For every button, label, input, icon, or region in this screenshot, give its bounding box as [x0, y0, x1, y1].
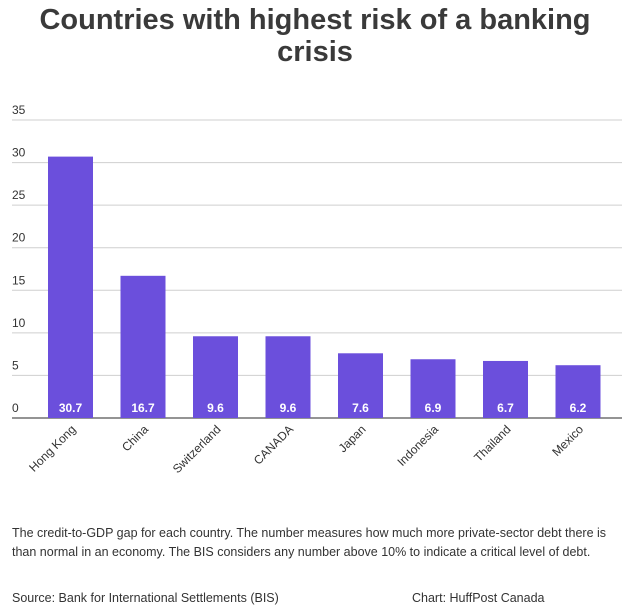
category-label: Switzerland — [170, 422, 224, 476]
bar — [120, 275, 166, 418]
source-text: Source: Bank for International Settlemen… — [12, 591, 279, 605]
bar-data-label: 9.6 — [280, 401, 297, 415]
y-tick-label: 5 — [12, 358, 19, 372]
bar — [410, 359, 456, 418]
y-tick-label: 30 — [12, 146, 26, 160]
bar — [483, 360, 528, 418]
y-tick-label: 20 — [12, 231, 26, 245]
bar-data-label: 6.9 — [425, 401, 442, 415]
y-tick-label: 0 — [12, 401, 19, 415]
y-tick-label: 25 — [12, 188, 26, 202]
bar-data-label: 16.7 — [131, 401, 155, 415]
category-label: Thailand — [471, 422, 513, 464]
y-tick-label: 10 — [12, 316, 26, 330]
y-tick-label: 15 — [12, 273, 26, 287]
category-label: CANADA — [251, 422, 296, 467]
bar — [193, 336, 238, 418]
y-tick-label: 35 — [12, 103, 26, 117]
category-label: Hong Kong — [26, 422, 78, 474]
chart-title-line-2: crisis — [277, 36, 353, 68]
bar-data-label: 7.6 — [352, 401, 369, 415]
credit-text: Chart: HuffPost Canada — [412, 591, 545, 605]
chart-footer: Source: Bank for International Settlemen… — [12, 589, 622, 609]
bar-data-label: 6.7 — [497, 401, 514, 415]
bar-data-label: 9.6 — [207, 401, 224, 415]
chart-note: The credit-to-GDP gap for each country. … — [12, 526, 607, 559]
bar — [48, 156, 93, 418]
bar-data-label: 6.2 — [570, 401, 587, 415]
bar — [265, 336, 311, 418]
chart-title: Countries with highest risk of a banking… — [0, 4, 630, 68]
chart-title-line-1: Countries with highest risk of a banking — [39, 4, 591, 36]
category-label: Mexico — [549, 422, 586, 459]
category-label: Indonesia — [394, 422, 441, 469]
category-label: Japan — [336, 422, 369, 455]
bar-chart: 0 5 10 15 20 25 30 35 30.7 Hong Kong 16.7 China 9.6 S… — [12, 103, 622, 476]
category-label: China — [119, 422, 151, 454]
bar — [555, 365, 601, 418]
bar-data-label: 30.7 — [59, 401, 83, 415]
bar — [338, 353, 383, 418]
